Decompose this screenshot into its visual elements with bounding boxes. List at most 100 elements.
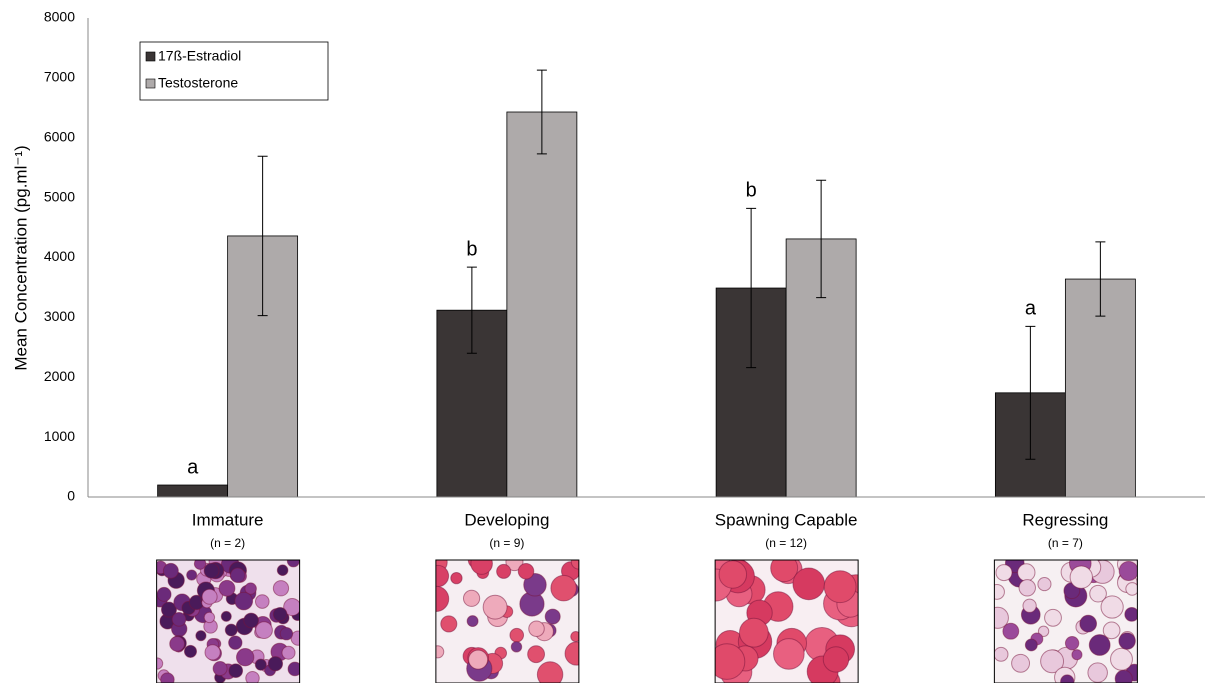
cell bbox=[497, 564, 511, 578]
cell bbox=[1045, 609, 1062, 626]
x-tick-label: Immature bbox=[192, 510, 264, 529]
cell bbox=[565, 642, 588, 665]
cell bbox=[1126, 583, 1139, 596]
cell bbox=[236, 649, 253, 666]
cell bbox=[1012, 654, 1030, 672]
micrograph bbox=[698, 554, 874, 683]
cell bbox=[205, 645, 220, 660]
cell bbox=[469, 650, 488, 669]
cell bbox=[273, 581, 288, 596]
y-tick-label: 0 bbox=[67, 488, 75, 504]
cell bbox=[1070, 566, 1092, 588]
cell bbox=[213, 662, 227, 676]
legend-label: Testosterone bbox=[158, 75, 238, 91]
legend-swatch bbox=[146, 79, 155, 88]
y-tick-label: 4000 bbox=[44, 248, 75, 264]
cell bbox=[774, 639, 805, 670]
cell bbox=[1025, 639, 1037, 651]
cell bbox=[1101, 596, 1123, 618]
cell bbox=[244, 613, 259, 628]
cell bbox=[1111, 648, 1133, 670]
cell bbox=[280, 627, 292, 639]
cell bbox=[528, 646, 545, 663]
cell bbox=[1061, 675, 1074, 683]
cell bbox=[229, 636, 242, 649]
cell bbox=[196, 631, 206, 641]
cell bbox=[255, 659, 266, 670]
cell bbox=[202, 589, 217, 604]
cell bbox=[483, 595, 507, 619]
cell bbox=[427, 565, 448, 586]
cell bbox=[291, 631, 305, 645]
cell bbox=[246, 671, 259, 683]
y-tick-label: 6000 bbox=[44, 128, 75, 144]
micrograph bbox=[424, 552, 589, 683]
cell bbox=[225, 624, 237, 636]
cell bbox=[1019, 580, 1035, 596]
cell bbox=[551, 575, 576, 600]
cell bbox=[1018, 564, 1035, 581]
cell bbox=[172, 613, 186, 627]
cell bbox=[204, 612, 214, 622]
x-tick-label: Regressing bbox=[1022, 510, 1108, 529]
cell bbox=[230, 568, 244, 582]
cell bbox=[1038, 578, 1051, 591]
x-sub-label: (n = 12) bbox=[765, 536, 807, 550]
cell bbox=[187, 570, 197, 580]
significance-letter: b bbox=[746, 180, 757, 202]
y-tick-label: 8000 bbox=[44, 9, 75, 25]
cell bbox=[170, 636, 185, 651]
cell bbox=[1023, 599, 1036, 612]
cell bbox=[219, 580, 235, 596]
cell bbox=[990, 584, 1005, 599]
y-tick-label: 7000 bbox=[44, 69, 75, 85]
cell bbox=[1065, 637, 1078, 650]
cell bbox=[255, 595, 269, 609]
cell bbox=[1119, 562, 1138, 581]
significance-letter: a bbox=[187, 456, 199, 478]
micrograph bbox=[151, 554, 305, 683]
cell bbox=[1072, 650, 1082, 660]
cell bbox=[441, 616, 457, 632]
cell bbox=[471, 553, 493, 575]
cell bbox=[282, 646, 295, 659]
bar bbox=[158, 485, 228, 497]
cell bbox=[467, 616, 478, 627]
cell bbox=[163, 563, 178, 578]
cell bbox=[709, 644, 745, 680]
cell bbox=[996, 565, 1012, 581]
cell bbox=[451, 572, 462, 583]
y-tick-label: 2000 bbox=[44, 368, 75, 384]
x-sub-label: (n = 2) bbox=[210, 536, 245, 550]
cell bbox=[1103, 622, 1120, 639]
cell bbox=[994, 647, 1008, 661]
y-tick-label: 5000 bbox=[44, 188, 75, 204]
cell bbox=[518, 563, 534, 579]
cell bbox=[277, 565, 288, 576]
cell bbox=[204, 563, 219, 578]
cell bbox=[268, 657, 282, 671]
cell bbox=[824, 571, 856, 603]
cell bbox=[771, 555, 798, 582]
cell bbox=[793, 568, 825, 600]
bar bbox=[507, 112, 577, 497]
cell bbox=[537, 662, 562, 683]
x-tick-label: Developing bbox=[464, 510, 549, 529]
legend-swatch bbox=[146, 52, 155, 61]
cell bbox=[987, 607, 1008, 628]
cell bbox=[739, 618, 768, 647]
cell bbox=[823, 647, 848, 672]
cell bbox=[287, 555, 299, 567]
cell bbox=[1119, 633, 1135, 649]
cell bbox=[229, 664, 243, 678]
significance-letter: a bbox=[1025, 298, 1037, 320]
cell bbox=[161, 673, 175, 683]
micrograph bbox=[987, 553, 1142, 683]
cell bbox=[510, 628, 524, 642]
cell bbox=[1125, 607, 1139, 621]
cell bbox=[1115, 670, 1132, 683]
cell bbox=[256, 622, 273, 639]
cell bbox=[545, 609, 560, 624]
cell bbox=[432, 646, 444, 658]
y-axis-label: Mean Concentration (pg.ml⁻¹) bbox=[11, 145, 30, 370]
